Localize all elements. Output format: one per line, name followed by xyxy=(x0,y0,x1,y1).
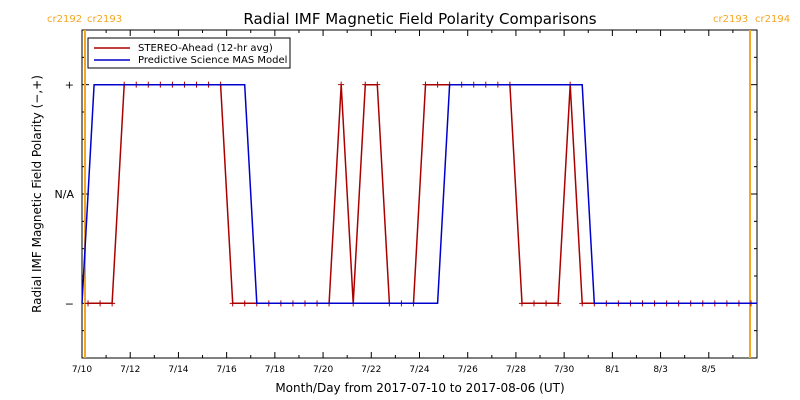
y-tick-label: − xyxy=(65,297,74,310)
stereo-series-line xyxy=(88,83,751,305)
stereo-data-point xyxy=(374,81,381,88)
stereo-data-point xyxy=(338,81,345,88)
legend-label-model: Predictive Science MAS Model xyxy=(138,55,287,66)
stereo-data-point xyxy=(531,300,538,307)
series-layer xyxy=(81,81,757,307)
x-axis: 7/10 7/12 7/14 7/16 7/18 7/20 7/22 7/24 7/26 7/28… xyxy=(72,30,758,375)
x-tick-label: 7/28 xyxy=(506,365,526,375)
x-tick-label: 7/12 xyxy=(120,365,140,375)
legend-label-stereo: STEREO-Ahead (12-hr avg) xyxy=(138,43,273,54)
x-tick-label: 7/18 xyxy=(265,365,285,375)
x-axis-label: Month/Day from 2017-07-10 to 2017-08-06 … xyxy=(275,381,564,395)
x-tick-label: 7/24 xyxy=(409,365,429,375)
stereo-data-point xyxy=(362,81,369,88)
x-tick-label: 8/3 xyxy=(653,365,667,375)
y-tick-label: N/A xyxy=(55,188,75,201)
y-axis: + N/A − xyxy=(55,29,757,359)
x-tick-label: 7/14 xyxy=(168,365,188,375)
model-series-line xyxy=(81,83,757,305)
stereo-data-point xyxy=(543,300,550,307)
stereo-data-point xyxy=(434,81,441,88)
legend: STEREO-Ahead (12-hr avg) Predictive Scie… xyxy=(87,37,291,69)
cr-label-right-prev: cr2193 xyxy=(713,14,748,25)
x-tick-label: 7/20 xyxy=(313,365,333,375)
x-tick-label: 7/26 xyxy=(458,365,478,375)
y-axis-label: Radial IMF Magnetic Field Polarity (−,+) xyxy=(30,75,44,313)
y-tick-label: + xyxy=(65,79,74,92)
cr-label-right: cr2194 xyxy=(755,14,790,25)
stereo-data-point xyxy=(422,81,429,88)
stereo-data-point xyxy=(229,300,236,307)
stereo-data-point xyxy=(579,300,586,307)
x-tick-label: 7/10 xyxy=(72,365,92,375)
x-tick-label: 7/16 xyxy=(217,365,237,375)
stereo-data-point xyxy=(85,300,92,307)
cr-label-left-next: cr2193 xyxy=(87,14,122,25)
carrington-lines xyxy=(84,30,751,358)
x-tick-label: 7/22 xyxy=(361,365,381,375)
x-tick-label: 8/1 xyxy=(605,365,619,375)
stereo-data-point xyxy=(555,300,562,307)
stereo-data-point xyxy=(241,300,248,307)
cr-label-left: cr2192 xyxy=(47,14,82,25)
x-tick-label: 8/5 xyxy=(702,365,716,375)
stereo-data-point xyxy=(518,300,525,307)
stereo-data-point xyxy=(97,300,104,307)
chart-title: Radial IMF Magnetic Field Polarity Compa… xyxy=(243,10,596,28)
x-tick-label: 7/30 xyxy=(554,365,574,375)
stereo-data-point xyxy=(109,300,116,307)
legend-box xyxy=(87,37,291,69)
